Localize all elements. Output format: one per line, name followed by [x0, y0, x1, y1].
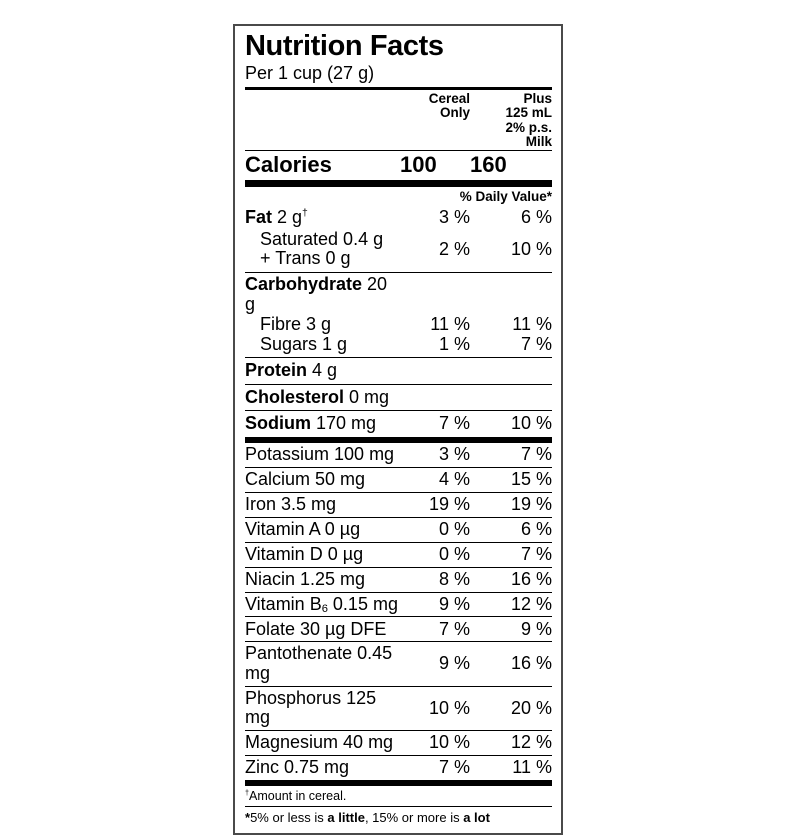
cereal-dv-iron: 19 % — [428, 494, 470, 515]
dagger-symbol: † — [245, 787, 250, 797]
row-cholesterol: Cholesterol 0 mg — [245, 385, 552, 412]
nutrient-name-saturated-trans: Saturated 0.4 g + Trans 0 g — [260, 228, 384, 269]
milk-dv-potassium: 7 % — [520, 444, 552, 465]
column-header-spacer — [245, 92, 400, 149]
milk-dv-sodium: 10 % — [510, 413, 552, 434]
label-title: Nutrition Facts — [245, 30, 444, 62]
row-sodium: Sodium 170 mg 7 % 10 % — [245, 411, 552, 444]
cereal-dv-saturated-trans: 2 % — [438, 238, 470, 259]
row-vitamin-d: Vitamin D 0 µg 0 % 7 % — [245, 543, 552, 568]
row-protein: Protein 4 g — [245, 358, 552, 385]
row-vitamin-a: Vitamin A 0 µg 0 % 6 % — [245, 518, 552, 543]
milk-dv-iron: 19 % — [510, 494, 552, 515]
milk-dv-niacin: 16 % — [510, 568, 552, 589]
row-vitamin-b6: Vitamin B6 0.15 mg 9 % 12 % — [245, 593, 552, 618]
milk-dv-vitamin-a: 6 % — [520, 519, 552, 540]
milk-dv-zinc: 11 % — [512, 757, 552, 778]
calories-label: Calories — [245, 151, 332, 177]
nutrient-name-zinc: Zinc 0.75 mg — [245, 757, 350, 778]
row-saturated-trans: Saturated 0.4 g + Trans 0 g 2 % 10 % — [245, 228, 552, 273]
nutrient-name-pantothenate: Pantothenate 0.45 mg — [245, 643, 393, 683]
column-header-cereal-only: Cereal Only — [428, 91, 470, 121]
daily-value-header: % Daily Value* — [459, 188, 552, 204]
row-folate: Folate 30 µg DFE 7 % 9 % — [245, 617, 552, 643]
nutrient-name-protein: Protein 4 g — [245, 360, 338, 381]
nutrition-facts-label: Nutrition Facts Per 1 cup (27 g) Cereal … — [233, 24, 563, 835]
cereal-dv-folate: 7 % — [438, 618, 470, 639]
nutrient-name-iron: Iron 3.5 mg — [245, 494, 337, 515]
nutrient-name-cholesterol: Cholesterol 0 mg — [245, 386, 390, 407]
footnote-dagger: †Amount in cereal. — [245, 786, 552, 807]
row-potassium: Potassium 100 mg 3 % 7 % — [245, 443, 552, 469]
nutrient-name-vitamin-d: Vitamin D 0 µg — [245, 543, 364, 564]
cereal-dv-vitamin-b6: 9 % — [438, 593, 470, 614]
column-header-plus-milk: Plus 125 mL 2% p.s. Milk — [505, 91, 552, 149]
nutrient-name-sugars: Sugars 1 g — [260, 334, 348, 355]
nutrient-name-vitamin-b6: Vitamin B6 0.15 mg — [245, 593, 398, 615]
row-fibre: Fibre 3 g 11 % 11 % — [245, 314, 552, 335]
milk-dv-fat: 6 % — [520, 206, 552, 227]
nutrient-name-vitamin-a: Vitamin A 0 µg — [245, 519, 361, 540]
row-iron: Iron 3.5 mg 19 % 19 % — [245, 493, 552, 518]
nutrient-rows: Fat 2 g† 3 % 6 % Saturated 0.4 g + Trans 0 … — [245, 206, 552, 786]
milk-dv-folate: 9 % — [520, 618, 552, 639]
nutrient-name-potassium: Potassium 100 mg — [245, 444, 395, 465]
cereal-dv-vitamin-a: 0 % — [438, 519, 470, 540]
footnote-daily-value: *5% or less is a little, 15% or more is … — [245, 810, 490, 826]
nutrient-name-sodium: Sodium 170 mg — [245, 413, 377, 434]
calories-cereal-value: 100 — [400, 151, 437, 177]
row-fat: Fat 2 g† 3 % 6 % — [245, 206, 552, 230]
cereal-dv-niacin: 8 % — [438, 568, 470, 589]
nutrient-name-folate: Folate 30 µg DFE — [245, 618, 387, 639]
cereal-dv-sugars: 1 % — [438, 334, 470, 355]
cereal-dv-vitamin-d: 0 % — [438, 543, 470, 564]
cereal-dv-potassium: 3 % — [438, 444, 470, 465]
cereal-dv-calcium: 4 % — [438, 469, 470, 490]
milk-dv-fibre: 11 % — [512, 313, 552, 334]
cereal-dv-pantothenate: 9 % — [438, 653, 470, 674]
row-carbohydrate: Carbohydrate 20 g — [245, 273, 552, 315]
nutrient-name-fat: Fat 2 g† — [245, 206, 308, 227]
row-sugars: Sugars 1 g 1 % 7 % — [245, 335, 552, 359]
nutrient-name-fibre: Fibre 3 g — [260, 313, 332, 334]
nutrient-name-phosphorus: Phosphorus 125 mg — [245, 687, 377, 728]
milk-dv-vitamin-d: 7 % — [520, 543, 552, 564]
nutrient-name-magnesium: Magnesium 40 mg — [245, 732, 394, 753]
milk-dv-phosphorus: 20 % — [510, 697, 552, 718]
divider-thick — [245, 179, 552, 187]
cereal-dv-sodium: 7 % — [438, 413, 470, 434]
milk-dv-saturated-trans: 10 % — [510, 238, 552, 259]
cereal-dv-fibre: 11 % — [430, 313, 470, 334]
calories-milk-value: 160 — [470, 151, 507, 177]
row-niacin: Niacin 1.25 mg 8 % 16 % — [245, 568, 552, 593]
milk-dv-calcium: 15 % — [510, 469, 552, 490]
row-calcium: Calcium 50 mg 4 % 15 % — [245, 468, 552, 494]
nutrient-name-carbohydrate: Carbohydrate 20 g — [245, 274, 388, 314]
calories-row: Calories 100 160 — [245, 151, 552, 180]
cereal-dv-zinc: 7 % — [438, 757, 470, 778]
row-phosphorus: Phosphorus 125 mg 10 % 20 % — [245, 687, 552, 732]
cereal-dv-fat: 3 % — [438, 206, 470, 227]
milk-dv-sugars: 7 % — [520, 334, 552, 355]
row-pantothenate: Pantothenate 0.45 mg 9 % 16 % — [245, 642, 552, 687]
cereal-dv-phosphorus: 10 % — [428, 697, 470, 718]
divider-medium — [245, 87, 552, 91]
row-magnesium: Magnesium 40 mg 10 % 12 % — [245, 731, 552, 756]
serving-size: Per 1 cup (27 g) — [245, 63, 375, 84]
nutrient-name-niacin: Niacin 1.25 mg — [245, 568, 366, 589]
divider-thin — [245, 149, 552, 151]
milk-dv-vitamin-b6: 12 % — [510, 593, 552, 614]
milk-dv-pantothenate: 16 % — [510, 653, 552, 674]
nutrient-name-calcium: Calcium 50 mg — [245, 469, 366, 490]
footnote-dagger-text: Amount in cereal. — [249, 788, 347, 803]
column-headers: Cereal Only Plus 125 mL 2% p.s. Milk — [245, 90, 552, 150]
milk-dv-magnesium: 12 % — [510, 732, 552, 753]
cereal-dv-magnesium: 10 % — [428, 732, 470, 753]
row-zinc: Zinc 0.75 mg 7 % 11 % — [245, 756, 552, 786]
